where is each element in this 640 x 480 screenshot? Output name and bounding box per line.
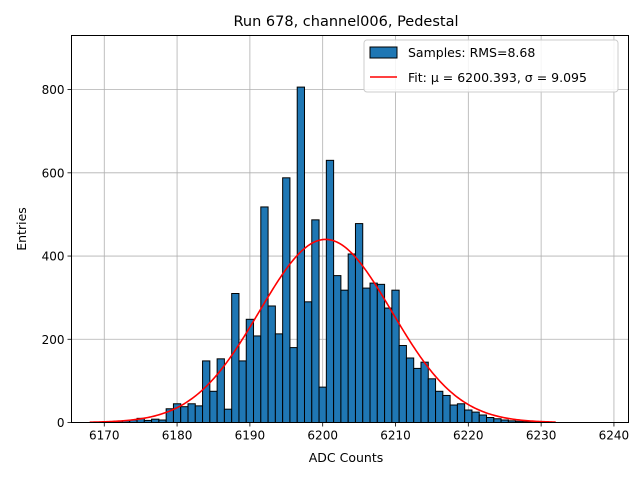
x-tick-label: 6210 bbox=[380, 429, 411, 443]
histogram-bar bbox=[260, 206, 269, 423]
histogram-bar bbox=[216, 358, 225, 423]
x-tick-label: 6240 bbox=[599, 429, 630, 443]
histogram-bar bbox=[187, 403, 196, 424]
y-tick-label: 0 bbox=[57, 416, 65, 430]
histogram-bar bbox=[420, 361, 429, 423]
histogram-bar bbox=[289, 347, 298, 423]
x-axis-label: ADC Counts bbox=[309, 450, 384, 465]
legend-fit-label: Fit: μ = 6200.393, σ = 9.095 bbox=[408, 70, 587, 85]
histogram-bar bbox=[333, 275, 342, 423]
histogram-bar bbox=[340, 289, 349, 423]
histogram-bars bbox=[100, 86, 538, 424]
y-tick-label: 600 bbox=[42, 166, 65, 180]
y-tick-label: 200 bbox=[42, 333, 65, 347]
x-axis-ticks: 6170 6180 6190 6200 6210 6220 6230 6240 bbox=[89, 422, 630, 443]
histogram-bar bbox=[180, 406, 189, 424]
x-tick-label: 6180 bbox=[162, 429, 193, 443]
x-tick-label: 6170 bbox=[89, 429, 120, 443]
histogram-bar bbox=[398, 345, 407, 424]
histogram-bar bbox=[442, 394, 451, 423]
histogram-bar bbox=[253, 335, 262, 423]
histogram-bar bbox=[456, 403, 466, 424]
histogram-bar bbox=[325, 159, 335, 423]
histogram-bar bbox=[223, 408, 233, 423]
histogram-bar bbox=[318, 386, 327, 423]
histogram-bar bbox=[267, 305, 276, 423]
histogram-bar bbox=[238, 360, 247, 423]
histogram-bar bbox=[202, 360, 211, 423]
histogram-bar bbox=[413, 367, 422, 424]
histogram-bar bbox=[347, 253, 356, 423]
histogram-bar bbox=[369, 282, 378, 423]
histogram-bar bbox=[405, 357, 415, 423]
legend-histogram-swatch bbox=[369, 46, 398, 59]
histogram-bar bbox=[486, 417, 495, 423]
histogram-bar bbox=[464, 409, 473, 424]
chart-title: Run 678, channel006, Pedestal bbox=[233, 14, 458, 30]
y-axis-ticks: 0 200 400 600 800 bbox=[42, 83, 72, 430]
histogram-bar bbox=[493, 418, 502, 424]
x-tick-label: 6190 bbox=[235, 429, 266, 443]
histogram-bar bbox=[354, 223, 364, 423]
fit-curve bbox=[89, 238, 556, 423]
histogram-bar bbox=[231, 293, 240, 423]
y-tick-label: 800 bbox=[42, 83, 65, 97]
histogram-bar bbox=[449, 404, 458, 424]
histogram-bar bbox=[245, 318, 255, 423]
histogram-bar bbox=[391, 289, 400, 423]
y-axis-label: Entries bbox=[14, 207, 29, 251]
histogram-bar bbox=[194, 405, 204, 423]
legend-histogram-label: Samples: RMS=8.68 bbox=[408, 45, 535, 60]
histogram-bar bbox=[282, 177, 291, 423]
histogram-bar bbox=[471, 411, 480, 423]
histogram-bar bbox=[384, 307, 393, 423]
histogram-bar bbox=[311, 219, 320, 423]
plot-frame bbox=[71, 35, 629, 423]
x-tick-label: 6200 bbox=[307, 429, 338, 443]
histogram-bar bbox=[376, 283, 386, 423]
y-tick-label: 400 bbox=[42, 250, 65, 264]
legend-box bbox=[363, 39, 619, 93]
x-tick-label: 6220 bbox=[453, 429, 484, 443]
histogram-bar bbox=[362, 287, 371, 424]
histogram-bar bbox=[274, 333, 284, 423]
legend: Samples: RMS=8.68 Fit: μ = 6200.393, σ =… bbox=[363, 39, 619, 93]
histogram-bar bbox=[303, 301, 313, 423]
histogram-bar bbox=[209, 390, 218, 423]
x-tick-label: 6230 bbox=[526, 429, 557, 443]
histogram-bar bbox=[435, 390, 444, 423]
histogram-bar bbox=[478, 414, 488, 423]
histogram-bar bbox=[427, 378, 437, 424]
